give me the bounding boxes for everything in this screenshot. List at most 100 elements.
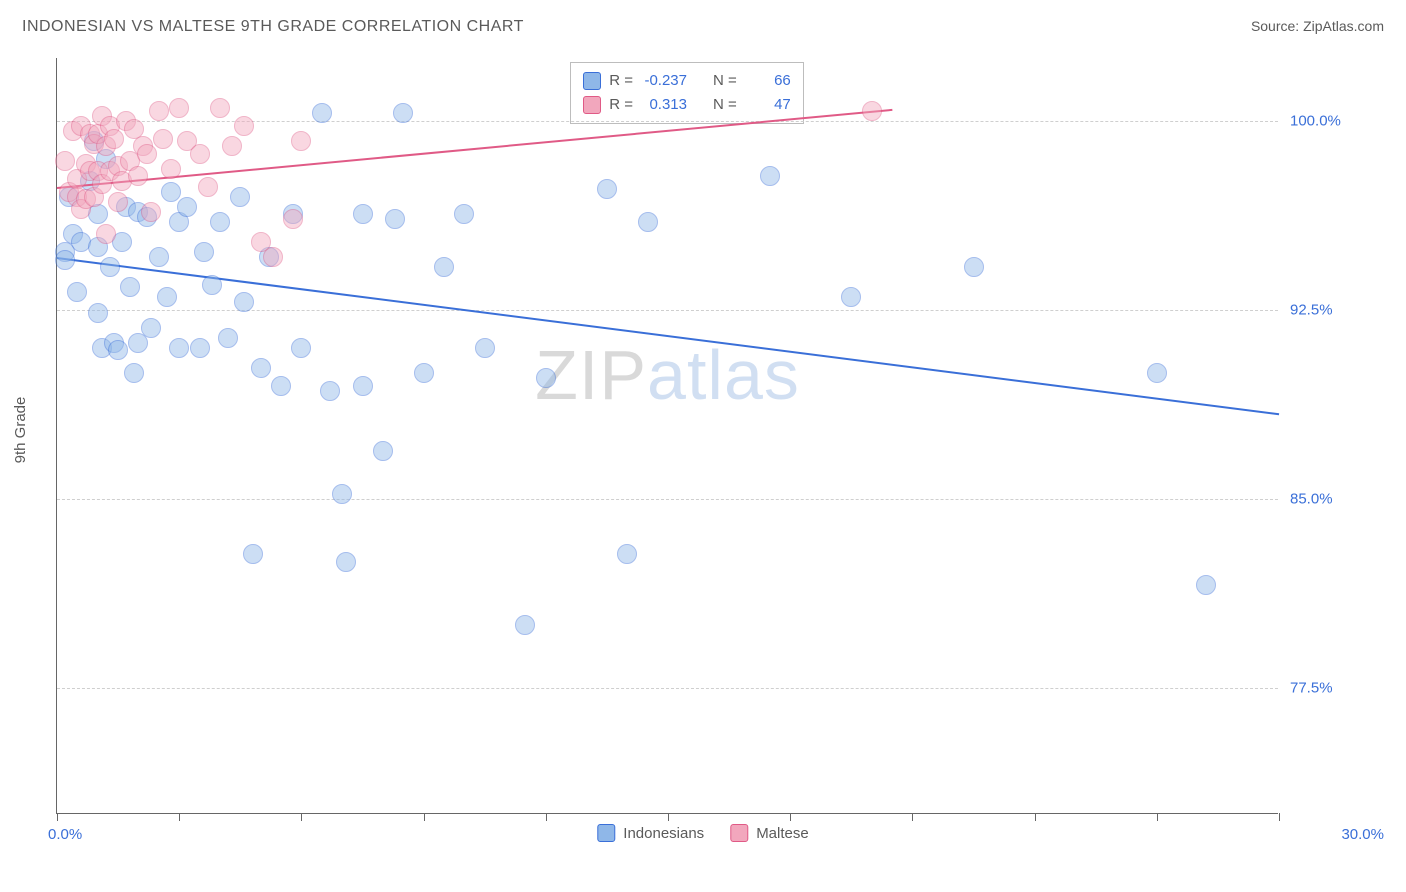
y-tick-label: 92.5% (1290, 302, 1333, 319)
indonesians-marker (841, 287, 861, 307)
legend-label: Indonesians (623, 825, 704, 842)
maltese-marker (149, 101, 169, 121)
x-tick (57, 813, 58, 821)
stat-r-value: -0.237 (641, 69, 687, 93)
indonesians-marker (100, 257, 120, 277)
indonesians-marker (161, 182, 181, 202)
gridline-h (57, 688, 1278, 689)
indonesians-marker (194, 242, 214, 262)
x-tick (912, 813, 913, 821)
indonesians-marker (202, 275, 222, 295)
indonesians-marker (108, 340, 128, 360)
gridline-h (57, 499, 1278, 500)
indonesians-marker (230, 187, 250, 207)
maltese-marker (55, 151, 75, 171)
indonesians-marker (638, 212, 658, 232)
stat-n-prefix: N = (713, 69, 737, 93)
indonesians-marker (597, 179, 617, 199)
maltese-marker (210, 98, 230, 118)
x-tick (1035, 813, 1036, 821)
maltese-swatch-icon (583, 96, 601, 114)
chart-header: INDONESIAN VS MALTESE 9TH GRADE CORRELAT… (22, 18, 1384, 36)
stat-r-value: 0.313 (641, 93, 687, 117)
stat-r-prefix: R = (609, 93, 633, 117)
indonesians-marker (320, 381, 340, 401)
maltese-marker (283, 209, 303, 229)
indonesians-marker (353, 204, 373, 224)
maltese-marker (291, 131, 311, 151)
maltese-marker (161, 159, 181, 179)
indonesians-marker (120, 277, 140, 297)
legend-label: Maltese (756, 825, 809, 842)
indonesians-marker (271, 376, 291, 396)
maltese-marker (108, 192, 128, 212)
legend-item-maltese: Maltese (730, 824, 809, 842)
x-tick (301, 813, 302, 821)
indonesians-marker (124, 363, 144, 383)
maltese-marker (263, 247, 283, 267)
x-tick (424, 813, 425, 821)
maltese-marker (222, 136, 242, 156)
y-tick-label: 77.5% (1290, 680, 1333, 697)
x-tick (790, 813, 791, 821)
indonesians-marker (210, 212, 230, 232)
indonesians-legend-swatch-icon (597, 824, 615, 842)
indonesians-swatch-icon (583, 72, 601, 90)
maltese-marker (153, 129, 173, 149)
indonesians-marker (536, 368, 556, 388)
indonesians-marker (336, 552, 356, 572)
legend-item-indonesians: Indonesians (597, 824, 704, 842)
indonesians-marker (434, 257, 454, 277)
maltese-marker (234, 116, 254, 136)
x-axis-max-label: 30.0% (1341, 826, 1384, 843)
indonesians-marker (393, 103, 413, 123)
x-tick (179, 813, 180, 821)
legend: Indonesians Maltese (597, 824, 808, 842)
indonesians-marker (475, 338, 495, 358)
indonesians-marker (55, 250, 75, 270)
indonesians-marker (760, 166, 780, 186)
stats-row-indonesians: R =-0.237N =66 (583, 69, 791, 93)
indonesians-trend-line (57, 257, 1279, 415)
indonesians-marker (177, 197, 197, 217)
indonesians-marker (414, 363, 434, 383)
x-tick (1157, 813, 1158, 821)
maltese-marker (198, 177, 218, 197)
indonesians-marker (141, 318, 161, 338)
maltese-marker (190, 144, 210, 164)
maltese-marker (862, 101, 882, 121)
y-tick-label: 100.0% (1290, 113, 1341, 130)
indonesians-marker (1147, 363, 1167, 383)
watermark-part-b: atlas (647, 336, 800, 414)
plot-area: ZIPatlas R =-0.237N =66R =0.313N =47 (56, 58, 1278, 814)
maltese-marker (128, 166, 148, 186)
indonesians-marker (515, 615, 535, 635)
indonesians-marker (234, 292, 254, 312)
x-axis-min-label: 0.0% (48, 826, 82, 843)
indonesians-marker (964, 257, 984, 277)
indonesians-marker (454, 204, 474, 224)
indonesians-marker (243, 544, 263, 564)
indonesians-marker (149, 247, 169, 267)
indonesians-marker (617, 544, 637, 564)
maltese-marker (104, 129, 124, 149)
chart-source: Source: ZipAtlas.com (1251, 18, 1384, 34)
x-tick (1279, 813, 1280, 821)
stat-n-value: 66 (745, 69, 791, 93)
indonesians-marker (385, 209, 405, 229)
indonesians-marker (312, 103, 332, 123)
indonesians-marker (190, 338, 210, 358)
indonesians-marker (218, 328, 238, 348)
x-tick (668, 813, 669, 821)
y-axis-title: 9th Grade (12, 397, 29, 464)
maltese-legend-swatch-icon (730, 824, 748, 842)
chart-title: INDONESIAN VS MALTESE 9TH GRADE CORRELAT… (22, 18, 524, 36)
maltese-marker (141, 202, 161, 222)
stats-legend-box: R =-0.237N =66R =0.313N =47 (570, 62, 804, 124)
y-tick-label: 85.0% (1290, 491, 1333, 508)
indonesians-marker (157, 287, 177, 307)
indonesians-marker (67, 282, 87, 302)
indonesians-marker (169, 338, 189, 358)
indonesians-marker (373, 441, 393, 461)
indonesians-marker (353, 376, 373, 396)
